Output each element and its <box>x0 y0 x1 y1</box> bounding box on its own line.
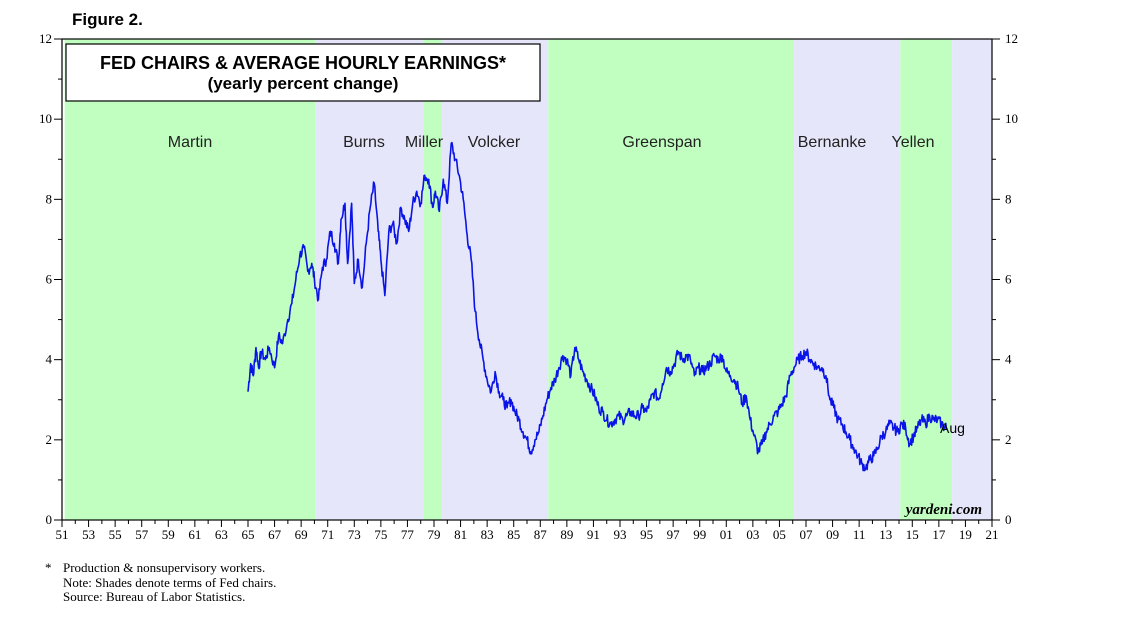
y-tick-label-right: 10 <box>1005 111 1018 126</box>
chair-term-band <box>900 39 953 520</box>
watermark-label: yardeni.com <box>904 502 982 518</box>
x-tick-label: 57 <box>135 527 149 542</box>
y-tick-label-left: 4 <box>46 352 53 367</box>
x-tick-label: 59 <box>162 527 175 542</box>
x-tick-label: 61 <box>188 527 201 542</box>
x-tick-label: 97 <box>667 527 681 542</box>
x-tick-label: 11 <box>853 527 866 542</box>
x-tick-label: 83 <box>481 527 494 542</box>
footnote-marker: * <box>45 560 52 575</box>
x-tick-label: 63 <box>215 527 228 542</box>
y-tick-label-right: 8 <box>1005 191 1012 206</box>
last-point-label: Aug <box>940 420 965 436</box>
x-tick-label: 69 <box>295 527 308 542</box>
title-box: FED CHAIRS & AVERAGE HOURLY EARNINGS* (y… <box>65 43 541 102</box>
x-tick-label: 89 <box>560 527 573 542</box>
footnote-row: Source: Bureau of Labor Statistics. <box>45 589 276 605</box>
x-tick-label: 17 <box>932 527 946 542</box>
chart-subtitle: (yearly percent change) <box>208 74 399 93</box>
y-tick-label-left: 10 <box>39 111 52 126</box>
x-tick-label: 01 <box>720 527 733 542</box>
footnote-row: Note: Shades denote terms of Fed chairs. <box>45 574 277 591</box>
y-tick-label-left: 0 <box>46 512 53 527</box>
x-tick-label: 75 <box>374 527 387 542</box>
axes: 0 0 2 2 4 4 6 6 8 8 10 10 12 12 51 53 55 57 59 61 63 65 67 69 71… <box>39 31 1018 542</box>
chart-title: FED CHAIRS & AVERAGE HOURLY EARNINGS* <box>100 53 506 73</box>
chair-label: Martin <box>168 134 212 151</box>
x-tick-label: 55 <box>109 527 122 542</box>
chair-term-band <box>794 39 901 520</box>
chair-term-band <box>952 39 992 520</box>
x-tick-label: 53 <box>82 527 95 542</box>
x-tick-label: 07 <box>800 527 814 542</box>
x-tick-label: 87 <box>534 527 548 542</box>
x-tick-label: 15 <box>906 527 919 542</box>
x-tick-label: 85 <box>507 527 520 542</box>
x-tick-label: 71 <box>321 527 334 542</box>
x-tick-label: 93 <box>614 527 627 542</box>
x-tick-label: 51 <box>56 527 69 542</box>
y-tick-label-right: 6 <box>1005 272 1012 287</box>
y-tick-label-right: 4 <box>1005 352 1012 367</box>
footnote-line: Note: Shades denote terms of Fed chairs. <box>63 574 277 590</box>
figure-label: Figure 2. <box>72 10 143 29</box>
footnote-line: Source: Bureau of Labor Statistics. <box>63 589 246 604</box>
y-tick-label-left: 6 <box>46 272 53 287</box>
series-layer <box>247 141 948 472</box>
chair-label: Burns <box>343 134 385 151</box>
chair-term-shades <box>64 39 992 520</box>
x-tick-label: 79 <box>428 527 441 542</box>
y-tick-label-right: 0 <box>1005 512 1012 527</box>
x-tick-label: 81 <box>454 527 467 542</box>
x-tick-label: 65 <box>242 527 255 542</box>
chair-label: Bernanke <box>798 134 867 151</box>
footnote-line: Production & nonsupervisory workers. <box>63 560 266 575</box>
footnote-row: * Production & nonsupervisory workers. <box>45 560 276 576</box>
y-tick-label-left: 12 <box>39 31 52 46</box>
chair-label: Yellen <box>891 134 934 151</box>
x-tick-label: 99 <box>693 527 706 542</box>
chair-term-band <box>64 39 316 520</box>
x-tick-label: 05 <box>773 527 786 542</box>
chair-labels: Martin Burns Miller Volcker Greenspan Bernank… <box>168 134 935 151</box>
y-tick-label-right: 2 <box>1005 432 1012 447</box>
x-tick-label: 95 <box>640 527 653 542</box>
footnotes: * Production & nonsupervisory workers. N… <box>45 560 277 605</box>
x-tick-label: 77 <box>401 527 415 542</box>
y-tick-label-right: 12 <box>1005 31 1018 46</box>
chair-term-band <box>315 39 424 520</box>
x-tick-label: 03 <box>746 527 759 542</box>
x-tick-label: 91 <box>587 527 600 542</box>
y-tick-label-left: 2 <box>46 432 53 447</box>
chair-term-band <box>548 39 795 520</box>
chair-label: Miller <box>405 134 444 151</box>
chair-label: Volcker <box>468 134 521 151</box>
x-tick-label: 21 <box>986 527 999 542</box>
chair-term-band <box>441 39 549 520</box>
x-tick-label: 09 <box>826 527 839 542</box>
x-tick-label: 73 <box>348 527 361 542</box>
x-tick-label: 13 <box>879 527 892 542</box>
y-tick-label-left: 8 <box>46 191 53 206</box>
chair-term-band <box>423 39 442 520</box>
chair-label: Greenspan <box>622 134 701 151</box>
earnings-series-line <box>247 141 948 472</box>
x-tick-label: 19 <box>959 527 972 542</box>
x-tick-label: 67 <box>268 527 282 542</box>
